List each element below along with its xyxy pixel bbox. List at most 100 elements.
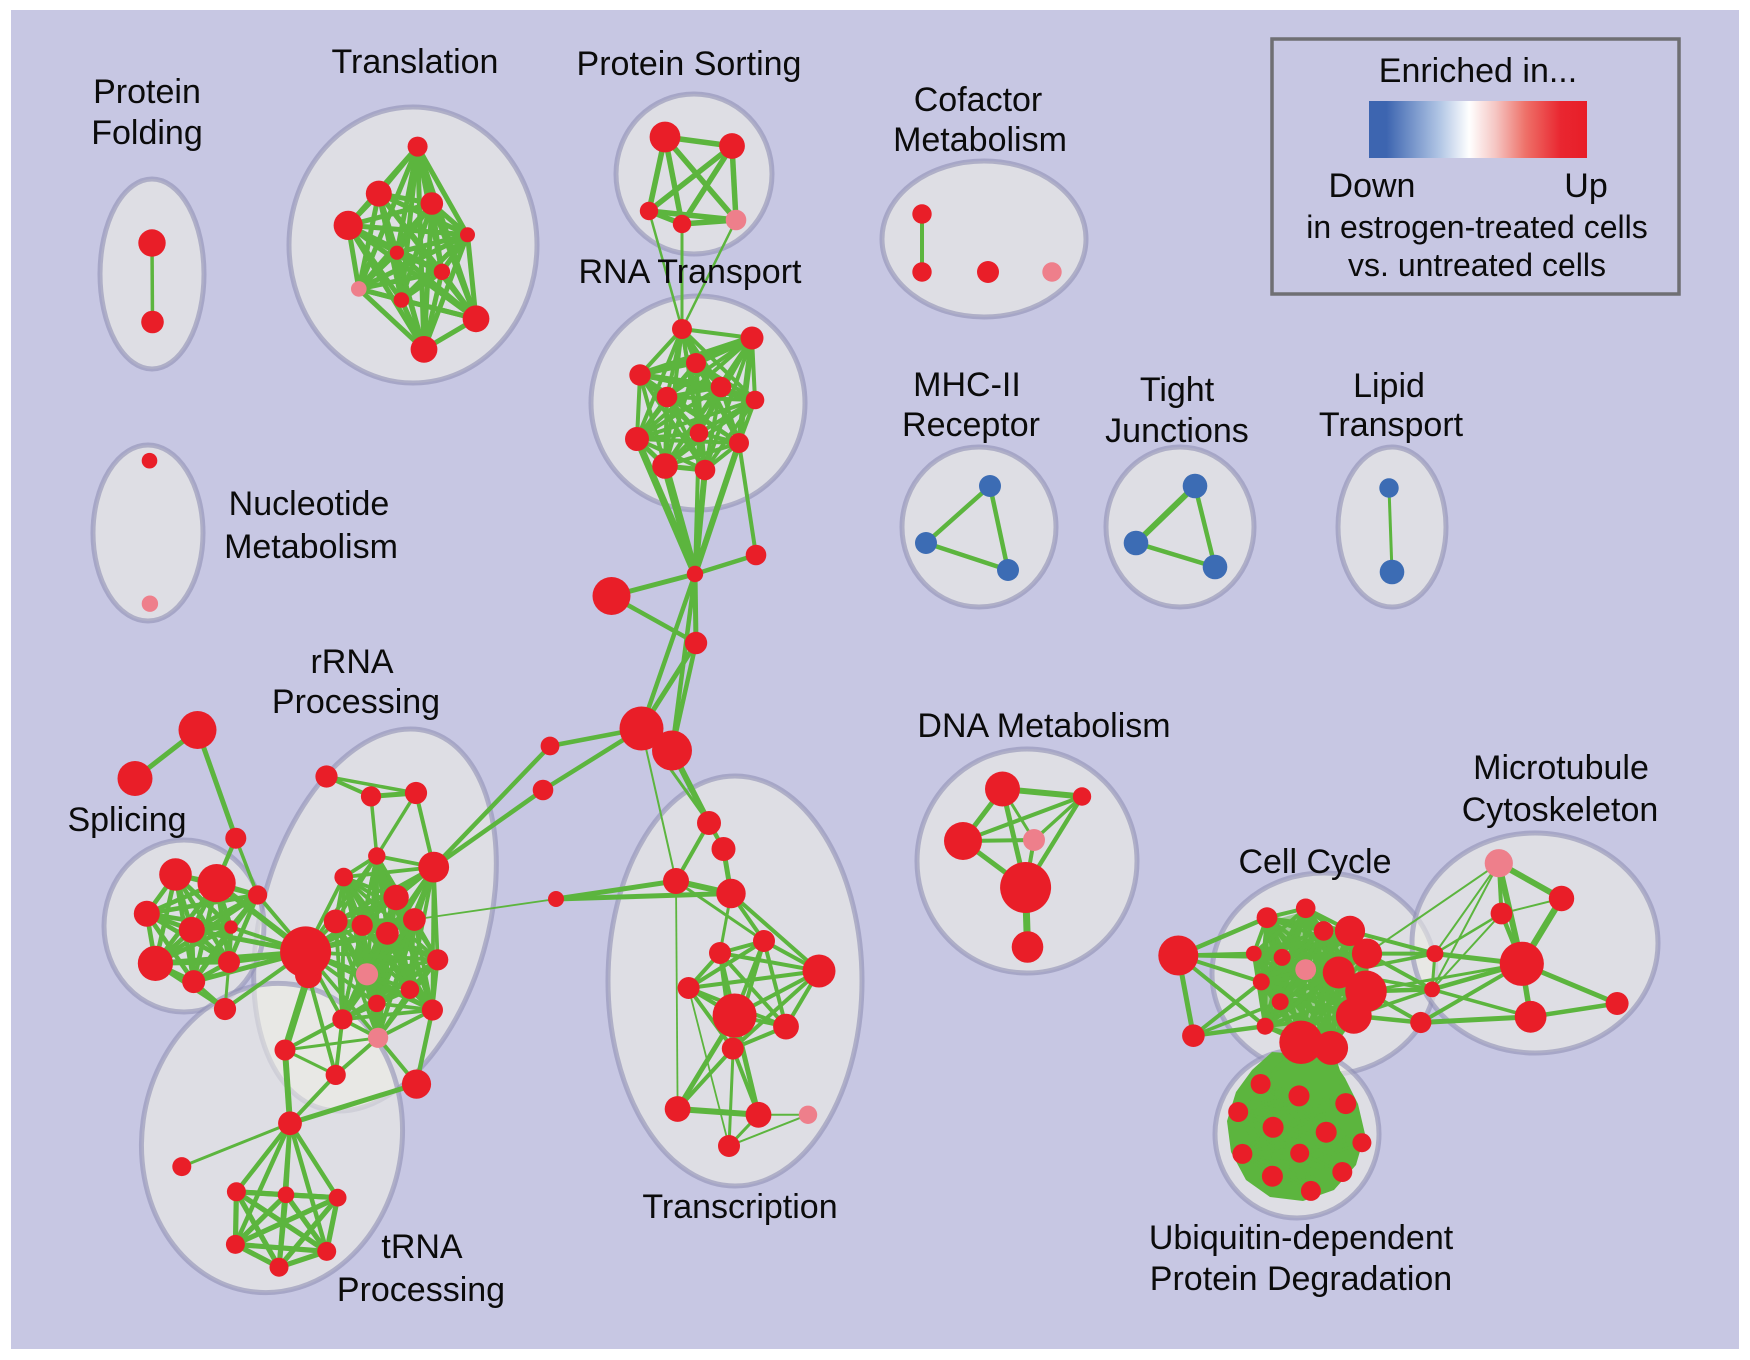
gene-set-node-s9[interactable]: [213, 997, 237, 1021]
gene-set-node-cc12[interactable]: [1334, 915, 1366, 947]
gene-set-node-m1[interactable]: [979, 475, 1001, 497]
gene-set-node-t2[interactable]: [365, 180, 392, 207]
gene-set-node-tr5[interactable]: [753, 930, 775, 952]
gene-set-node-cc3[interactable]: [1256, 907, 1278, 929]
gene-set-node-d3[interactable]: [944, 822, 982, 860]
gene-set-node-cc7[interactable]: [1295, 959, 1317, 980]
gene-set-node-rt9[interactable]: [689, 423, 709, 443]
gene-set-node-s7[interactable]: [182, 970, 206, 994]
gene-set-node-r7[interactable]: [383, 884, 409, 911]
gene-set-node-s8[interactable]: [218, 951, 240, 973]
gene-set-node-tr12[interactable]: [664, 1096, 691, 1122]
gene-set-node-u4[interactable]: [1335, 1093, 1357, 1115]
gene-set-node-d4[interactable]: [1023, 829, 1045, 851]
gene-set-node-tr7[interactable]: [802, 954, 836, 988]
gene-set-node-u12[interactable]: [1300, 1180, 1321, 1201]
gene-set-node-lp1[interactable]: [1379, 478, 1399, 498]
gene-set-node-cc4[interactable]: [1295, 898, 1316, 919]
gene-set-node-cf3[interactable]: [977, 261, 999, 283]
gene-set-node-tj1[interactable]: [1182, 473, 1208, 499]
gene-set-node-mtb[interactable]: [1499, 941, 1544, 986]
gene-set-node-s6[interactable]: [137, 945, 173, 982]
gene-set-node-u9[interactable]: [1290, 1143, 1310, 1163]
gene-set-node-d5[interactable]: [1000, 862, 1052, 913]
gene-set-node-r10[interactable]: [376, 921, 399, 945]
gene-set-node-cc9[interactable]: [1271, 993, 1289, 1011]
gene-set-node-cc18[interactable]: [1314, 1030, 1349, 1065]
gene-set-node-mt5[interactable]: [1514, 1000, 1547, 1033]
gene-set-node-s3[interactable]: [133, 900, 160, 927]
gene-set-node-r13[interactable]: [355, 963, 379, 986]
gene-set-node-r5[interactable]: [334, 867, 354, 887]
gene-set-node-h1[interactable]: [280, 926, 332, 978]
gene-set-node-mt1[interactable]: [1548, 885, 1575, 912]
gene-set-node-u2[interactable]: [1288, 1085, 1310, 1107]
gene-set-node-cf4[interactable]: [1042, 262, 1062, 282]
gene-set-node-t10[interactable]: [462, 305, 490, 333]
gene-set-node-tr9[interactable]: [712, 993, 757, 1038]
gene-set-node-ps2[interactable]: [719, 133, 745, 159]
gene-set-node-rt2[interactable]: [740, 326, 764, 350]
gene-set-node-lp2[interactable]: [1379, 559, 1405, 585]
gene-set-node-tr14[interactable]: [798, 1105, 818, 1125]
gene-set-node-bg1[interactable]: [1426, 945, 1444, 963]
gene-set-node-rt1[interactable]: [672, 319, 692, 339]
gene-set-node-tj3[interactable]: [1202, 554, 1228, 580]
gene-set-node-r2[interactable]: [360, 786, 382, 807]
gene-set-node-tn3[interactable]: [328, 1188, 347, 1207]
gene-set-node-pf2[interactable]: [141, 310, 164, 334]
gene-set-node-r12[interactable]: [427, 949, 449, 971]
gene-set-node-mt2[interactable]: [1490, 902, 1513, 925]
gene-set-node-tr8[interactable]: [677, 977, 700, 999]
gene-set-node-nu2[interactable]: [141, 595, 159, 612]
gene-set-node-ps4[interactable]: [672, 214, 692, 234]
gene-set-node-t6[interactable]: [389, 245, 404, 260]
gene-set-node-j3[interactable]: [592, 577, 631, 615]
gene-set-node-tr6[interactable]: [709, 942, 731, 964]
gene-set-node-m3[interactable]: [997, 559, 1019, 581]
gene-set-node-u5[interactable]: [1262, 1116, 1284, 1138]
gene-set-node-cc10[interactable]: [1256, 1017, 1274, 1035]
gene-set-node-r4[interactable]: [368, 847, 386, 865]
gene-set-node-d2[interactable]: [1072, 787, 1092, 806]
gene-set-node-ti[interactable]: [172, 1157, 192, 1177]
gene-set-node-nu1[interactable]: [141, 452, 158, 469]
gene-set-node-tn4[interactable]: [225, 1234, 245, 1254]
gene-set-node-r17[interactable]: [332, 1009, 353, 1030]
gene-set-node-t7[interactable]: [433, 263, 451, 280]
gene-set-node-t3[interactable]: [420, 192, 444, 215]
gene-set-node-rt5[interactable]: [656, 386, 678, 408]
gene-set-node-r3[interactable]: [404, 781, 428, 805]
gene-set-node-tn6[interactable]: [269, 1257, 289, 1277]
gene-set-node-t8[interactable]: [351, 281, 367, 297]
gene-set-node-m2[interactable]: [915, 532, 937, 554]
gene-set-node-tr4[interactable]: [716, 878, 746, 909]
gene-set-node-cc5[interactable]: [1245, 945, 1262, 962]
gene-set-node-rt8[interactable]: [625, 427, 649, 451]
gene-set-node-j2[interactable]: [745, 544, 767, 566]
gene-set-node-r11[interactable]: [403, 908, 426, 931]
gene-set-node-cc17[interactable]: [1279, 1020, 1323, 1064]
gene-set-node-u1[interactable]: [1250, 1074, 1271, 1094]
gene-set-node-cf1[interactable]: [912, 204, 932, 224]
gene-set-node-cc1[interactable]: [1158, 935, 1199, 976]
gene-set-node-r14[interactable]: [400, 980, 420, 999]
gene-set-node-r8[interactable]: [323, 909, 348, 934]
gene-set-node-t9[interactable]: [393, 292, 410, 308]
gene-set-node-r6[interactable]: [418, 851, 450, 883]
gene-set-node-rt4[interactable]: [629, 364, 651, 386]
gene-set-node-tb[interactable]: [548, 891, 564, 907]
gene-set-node-r19[interactable]: [325, 1064, 346, 1085]
gene-set-node-r9[interactable]: [351, 914, 373, 936]
gene-set-node-tn1[interactable]: [226, 1182, 246, 1202]
gene-set-node-tn2[interactable]: [277, 1186, 295, 1204]
gene-set-node-u11[interactable]: [1261, 1165, 1283, 1187]
gene-set-node-d6[interactable]: [1011, 931, 1044, 963]
gene-set-node-tn5[interactable]: [317, 1241, 337, 1261]
gene-set-node-tr15[interactable]: [718, 1135, 740, 1157]
gene-set-node-cc13[interactable]: [1351, 938, 1383, 969]
gene-set-node-ps5[interactable]: [725, 209, 747, 231]
gene-set-node-mt6[interactable]: [1605, 992, 1629, 1015]
gene-set-node-r15[interactable]: [368, 994, 386, 1013]
gene-set-node-cc14[interactable]: [1322, 956, 1355, 989]
